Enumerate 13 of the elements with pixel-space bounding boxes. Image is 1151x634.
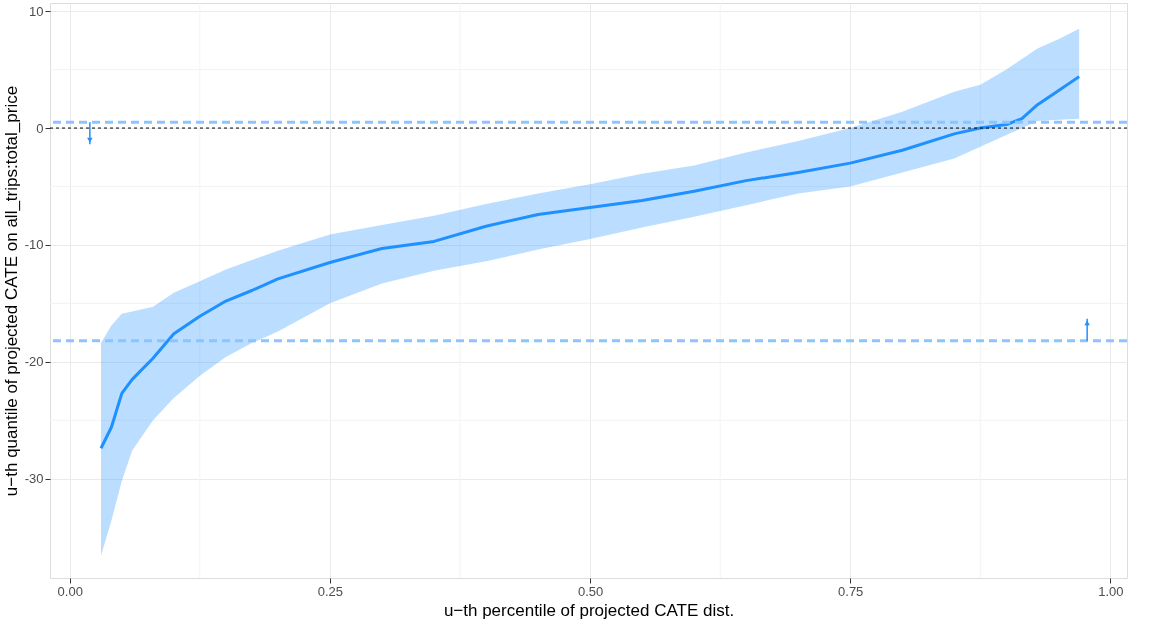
x-axis-title: u−th percentile of projected CATE dist.: [443, 600, 735, 620]
y-tick-label: -20: [24, 354, 44, 370]
x-tick-label: 0.50: [577, 583, 604, 599]
y-axis-title: u−th quantile of projected CATE on all_trips:total_price: [1, 85, 21, 497]
y-tick-label: 0: [36, 120, 44, 136]
x-tick-label: 0.75: [838, 583, 864, 599]
y-tick-label: -30: [24, 471, 44, 487]
x-tick-label: 0.25: [317, 583, 344, 599]
y-tick-label: 10: [29, 3, 44, 19]
x-tick-label: 1.00: [1098, 583, 1124, 599]
y-tick-label: -10: [24, 237, 44, 253]
line-series: [99, 75, 1081, 450]
x-tick-label: 0.00: [57, 583, 83, 599]
